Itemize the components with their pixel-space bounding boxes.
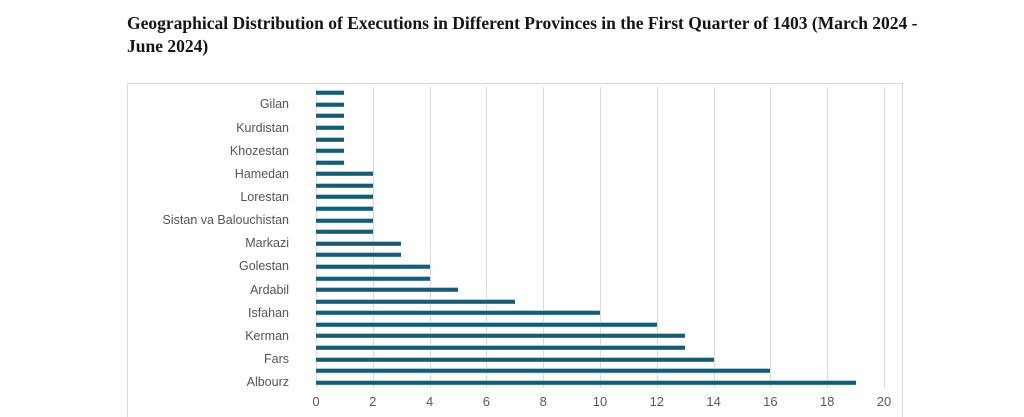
- bar: [316, 136, 345, 142]
- gridline: [429, 87, 431, 388]
- bar: [316, 356, 714, 362]
- bar: [316, 182, 373, 188]
- x-tick-label: 10: [592, 394, 608, 409]
- bar: [316, 344, 686, 350]
- x-tick-label: 8: [539, 394, 547, 409]
- bar: [316, 240, 402, 246]
- gridline: [543, 87, 545, 388]
- category-label: Hamedan: [234, 166, 289, 181]
- category-label: Fars: [264, 352, 289, 367]
- bar: [316, 263, 430, 269]
- gridline: [486, 87, 488, 388]
- x-tick-label: 18: [819, 394, 835, 409]
- bar: [316, 101, 345, 107]
- gridline: [770, 87, 772, 388]
- bar: [316, 206, 373, 212]
- gridline: [827, 87, 829, 388]
- chart-title: Geographical Distribution of Executions …: [127, 12, 967, 58]
- bar: [316, 287, 458, 293]
- chart-title-line1: Geographical Distribution of Executions …: [127, 13, 918, 33]
- category-label: Kerman: [245, 328, 289, 343]
- bar: [316, 113, 345, 119]
- x-tick-label: 6: [482, 394, 491, 409]
- bar: [316, 148, 345, 154]
- bar: [316, 171, 373, 177]
- bar: [316, 298, 515, 304]
- x-tick-label: 0: [312, 394, 320, 409]
- chart-title-line2: June 2024): [127, 36, 209, 56]
- category-label: Khozestan: [229, 143, 289, 158]
- bar: [316, 125, 345, 131]
- y-axis-category-labels: Gilan Kurdistan Khozestan Hamedan Lorestan Si…: [127, 87, 303, 390]
- bar: [316, 379, 856, 385]
- category-label: Albourz: [246, 375, 289, 390]
- bar: [316, 229, 373, 235]
- category-label: Ardabil: [250, 282, 289, 297]
- bar: [316, 252, 402, 258]
- bar: [316, 275, 430, 281]
- x-tick-label: 14: [706, 394, 721, 409]
- x-tick-label: 2: [369, 394, 377, 409]
- category-label: Sistan va Balouchistan: [162, 213, 289, 228]
- x-tick-label: 16: [763, 394, 778, 409]
- gridline: [656, 87, 658, 388]
- x-axis-tick-labels: 0 2 4 6 8 10 12 14 16 18 20: [312, 394, 891, 412]
- category-label: Lorestan: [240, 189, 289, 204]
- category-label: Kurdistan: [236, 120, 289, 135]
- bar: [316, 194, 373, 200]
- bar: [316, 368, 771, 374]
- gridline: [713, 87, 715, 388]
- category-label: Gilan: [259, 97, 289, 112]
- bar: [316, 321, 657, 327]
- bar: [316, 217, 373, 223]
- gridline: [884, 87, 885, 388]
- x-tick-label: 12: [649, 394, 665, 409]
- x-tick-label: 4: [425, 394, 434, 409]
- bar: [316, 159, 345, 165]
- bar: [316, 333, 686, 339]
- bar: [316, 310, 600, 316]
- category-label: Markazi: [245, 236, 289, 251]
- plot-area: [316, 87, 885, 388]
- category-label: Isfahan: [247, 305, 289, 320]
- bar: [316, 90, 345, 96]
- x-tick-label: 20: [876, 394, 892, 409]
- gridline: [316, 87, 317, 388]
- gridline: [600, 87, 601, 388]
- category-label: Golestan: [238, 259, 289, 274]
- gridline: [372, 87, 374, 388]
